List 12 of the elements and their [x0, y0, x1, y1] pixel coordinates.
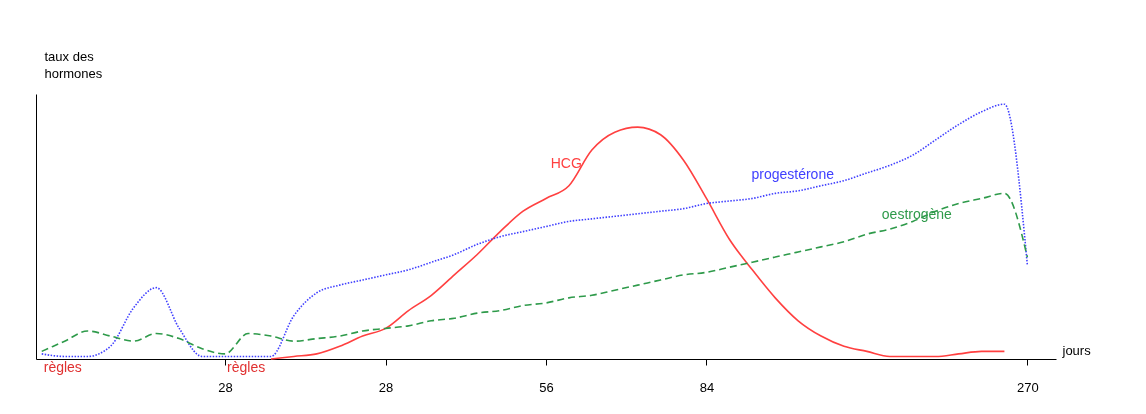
series-label: oestrogène [881, 206, 953, 223]
annotation: règles [43, 359, 82, 375]
series-label: HCG [550, 155, 582, 172]
y-axis-title: taux des hormones [44, 48, 103, 81]
x-tick-label: 56 [539, 379, 554, 395]
series-label: progestérone [751, 165, 835, 182]
x-axis-title: jours [1061, 342, 1092, 358]
annotation: règles [227, 359, 266, 375]
x-tick-label: 270 [1017, 379, 1039, 395]
x-tick-label: 84 [699, 379, 715, 395]
x-tick-label: 28 [218, 379, 233, 395]
x-tick-label: 28 [378, 379, 394, 395]
